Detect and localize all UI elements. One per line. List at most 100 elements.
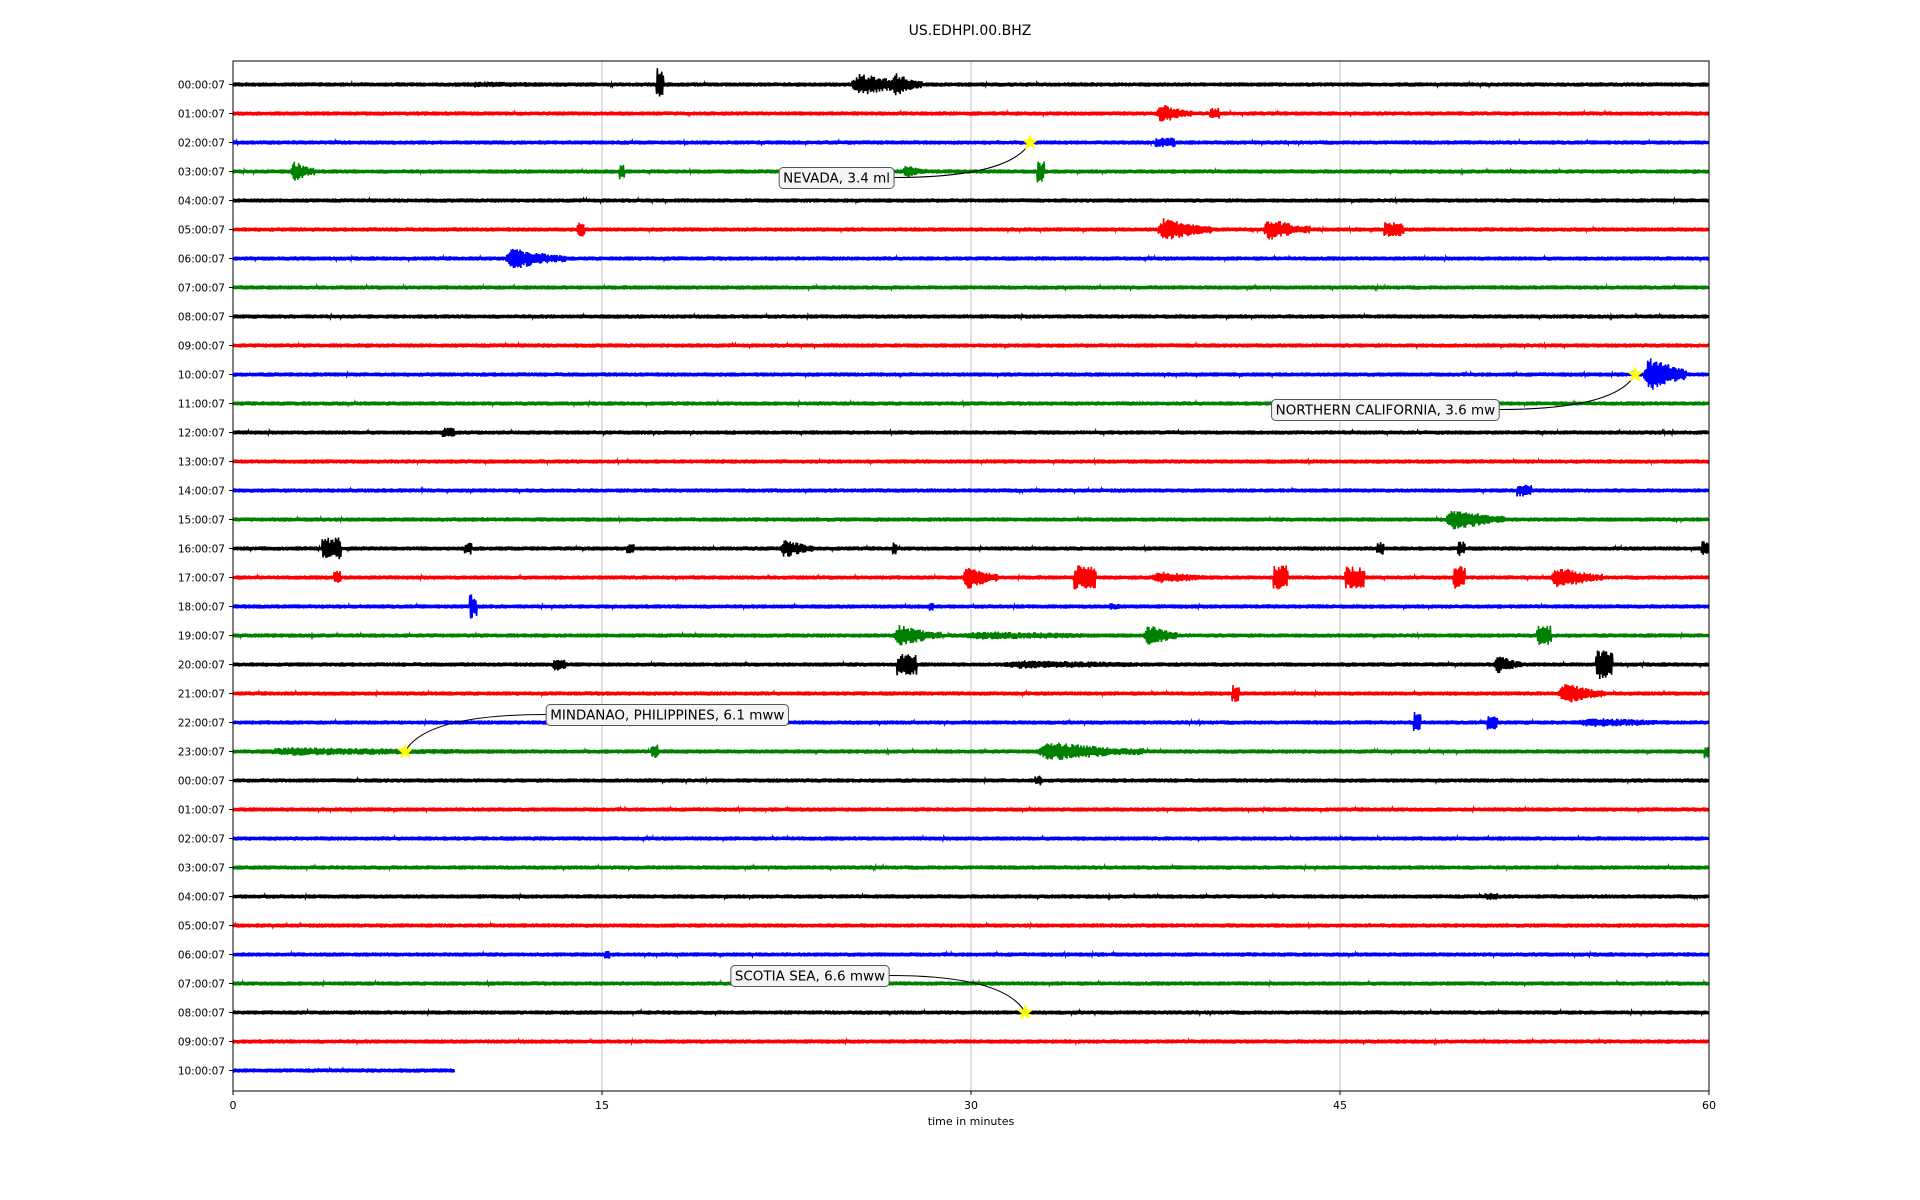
x-tick-label: 45	[1333, 1099, 1347, 1112]
seismic-trace-row-0	[232, 68, 1710, 97]
seismic-trace-row-30	[232, 949, 1710, 960]
row-time-label: 03:00:07	[178, 167, 225, 179]
event-label: MINDANAO, PHILIPPINES, 6.1 mww	[550, 708, 784, 724]
seismic-trace-row-27	[232, 862, 1710, 873]
x-axis-label: time in minutes	[928, 1115, 1015, 1128]
row-time-label: 12:00:07	[178, 428, 225, 440]
x-tick-label: 0	[230, 1099, 237, 1112]
seismic-trace-row-9	[232, 340, 1710, 351]
row-time-label: 08:00:07	[178, 1008, 225, 1020]
row-time-labels: 00:00:07 01:00:07 02:00:07 03:00:07 04:00:07…	[178, 80, 233, 1078]
row-time-label: 05:00:07	[178, 921, 225, 933]
row-time-label: 21:00:07	[178, 689, 225, 701]
event-annotation: NORTHERN CALIFORNIA, 3.6 mw	[1271, 365, 1644, 421]
event-star-marker	[1016, 1003, 1034, 1020]
event-connector	[404, 713, 547, 752]
seismic-trace-row-14	[232, 484, 1710, 497]
row-time-label: 07:00:07	[178, 283, 225, 295]
event-label-box	[778, 167, 895, 189]
row-time-label: 17:00:07	[178, 573, 225, 585]
seismic-trace-row-5	[232, 218, 1710, 240]
event-star-marker	[1626, 365, 1644, 382]
event-star-marker	[396, 742, 414, 759]
x-tick-label: 60	[1702, 1099, 1716, 1112]
seismic-trace-row-20	[232, 650, 1710, 679]
seismic-trace-row-34	[232, 1065, 456, 1073]
row-time-label: 00:00:07	[178, 80, 225, 92]
seismic-trace-row-22	[232, 712, 1710, 731]
seismic-trace-row-28	[232, 891, 1710, 902]
x-axis-ticks: 0 15 30 45 60	[230, 1091, 1716, 1112]
seismic-trace-row-29	[232, 920, 1710, 931]
event-annotation: SCOTIA SEA, 6.6 mww	[730, 965, 1034, 1020]
row-time-label: 08:00:07	[178, 312, 225, 324]
row-time-label: 03:00:07	[178, 863, 225, 875]
row-time-label: 09:00:07	[178, 1037, 225, 1049]
seismic-trace-row-33	[232, 1036, 1710, 1047]
row-time-label: 11:00:07	[178, 399, 225, 411]
row-time-label: 01:00:07	[178, 109, 225, 121]
seismic-trace-row-19	[232, 625, 1710, 646]
event-annotation: MINDANAO, PHILIPPINES, 6.1 mww	[396, 704, 789, 759]
row-time-label: 19:00:07	[178, 631, 225, 643]
row-time-label: 02:00:07	[178, 834, 225, 846]
row-time-label: 07:00:07	[178, 979, 225, 991]
row-time-label: 00:00:07	[178, 776, 225, 788]
row-time-label: 22:00:07	[178, 718, 225, 730]
seismic-trace-row-6	[232, 248, 1710, 269]
row-time-label: 15:00:07	[178, 515, 225, 527]
event-label-box	[545, 704, 789, 726]
seismic-trace-row-12	[232, 427, 1710, 438]
row-time-label: 04:00:07	[178, 892, 225, 904]
seismic-trace-row-31	[232, 978, 1710, 989]
seismic-trace-row-8	[232, 311, 1710, 322]
seismic-trace-row-16	[232, 537, 1710, 560]
row-time-label: 10:00:07	[178, 1066, 225, 1078]
seismic-trace-row-23	[232, 742, 1710, 760]
seismic-trace-row-26	[232, 833, 1710, 844]
row-time-label: 04:00:07	[178, 196, 225, 208]
event-label: NEVADA, 3.4 ml	[783, 171, 890, 187]
row-time-label: 05:00:07	[178, 225, 225, 237]
trace-layer	[232, 68, 1710, 1073]
row-time-label: 23:00:07	[178, 747, 225, 759]
row-time-label: 01:00:07	[178, 805, 225, 817]
row-time-label: 20:00:07	[178, 660, 225, 672]
event-label-box	[730, 965, 890, 987]
seismic-trace-row-15	[232, 510, 1710, 530]
event-star-marker	[1021, 133, 1039, 150]
row-time-label: 10:00:07	[178, 370, 225, 382]
seismic-trace-row-1	[232, 104, 1710, 122]
seismic-trace-row-32	[232, 1007, 1710, 1018]
event-connector	[1499, 374, 1636, 411]
row-time-label: 13:00:07	[178, 457, 225, 469]
seismic-trace-row-3	[232, 161, 1710, 183]
x-tick-label: 30	[964, 1099, 978, 1112]
row-time-label: 06:00:07	[178, 950, 225, 962]
seismic-trace-row-7	[232, 282, 1710, 293]
event-label: NORTHERN CALIFORNIA, 3.6 mw	[1276, 403, 1496, 419]
row-time-label: 06:00:07	[178, 254, 225, 266]
event-annotation: NEVADA, 3.4 ml	[778, 133, 1039, 189]
seismic-trace-row-2	[232, 137, 1710, 148]
event-label: SCOTIA SEA, 6.6 mww	[735, 969, 885, 985]
seismic-trace-row-13	[232, 456, 1710, 467]
event-label-box	[1271, 399, 1500, 421]
event-annotations: NEVADA, 3.4 ml NORTHERN CALIFORNIA, 3.6 m…	[396, 133, 1644, 1020]
row-time-label: 18:00:07	[178, 602, 225, 614]
chart-title: US.EDHPI.00.BHZ	[909, 23, 1032, 39]
seismic-trace-row-18	[232, 594, 1710, 619]
seismic-trace-row-25	[232, 804, 1710, 815]
seismic-trace-row-24	[232, 775, 1710, 786]
event-connector	[894, 142, 1031, 179]
row-time-label: 02:00:07	[178, 138, 225, 150]
x-tick-label: 15	[595, 1099, 609, 1112]
seismic-trace-row-10	[232, 358, 1710, 390]
row-time-label: 09:00:07	[178, 341, 225, 353]
seismic-trace-row-17	[232, 565, 1710, 590]
row-time-label: 14:00:07	[178, 486, 225, 498]
seismic-trace-row-21	[232, 684, 1710, 703]
row-time-label: 16:00:07	[178, 544, 225, 556]
seismic-trace-row-4	[232, 195, 1710, 206]
event-connector	[889, 974, 1026, 1013]
